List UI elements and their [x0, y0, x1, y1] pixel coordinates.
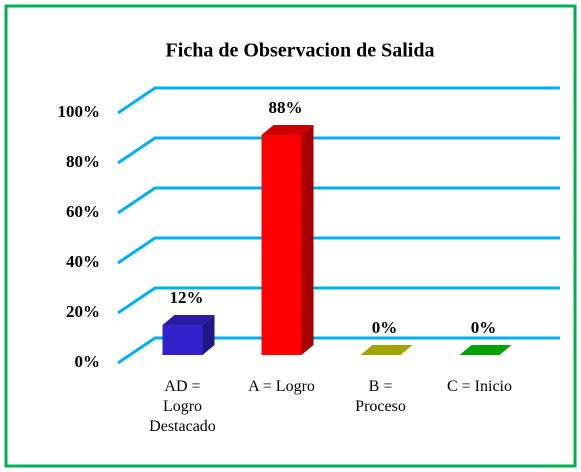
bar-top [459, 345, 512, 355]
x-tick-label: AD = Logro Destacado [149, 378, 216, 435]
grid-line [117, 136, 560, 165]
x-tick-label: A = Logro [248, 378, 315, 395]
value-label: 0% [471, 318, 497, 337]
y-tick-label: 60% [66, 202, 100, 221]
bar-top [261, 125, 314, 135]
bar-front [261, 135, 302, 355]
value-label: 88% [269, 98, 303, 117]
bar-front [162, 325, 203, 355]
value-label: 0% [372, 318, 398, 337]
bar-top [360, 345, 413, 355]
grid-line [117, 186, 560, 215]
bar-side [301, 125, 314, 355]
y-tick-label: 20% [66, 302, 100, 321]
grid-line [117, 86, 560, 115]
value-label: 12% [170, 288, 204, 307]
bar-side [202, 315, 215, 355]
y-tick-label: 0% [75, 352, 101, 371]
grid-line [117, 336, 560, 365]
x-tick-label: B = Proceso [355, 378, 406, 415]
bar-top [162, 315, 215, 325]
chart-border [4, 4, 577, 468]
grid-line [117, 236, 560, 265]
chart-title: Ficha de Observacion de Salida [166, 40, 435, 62]
y-tick-label: 80% [66, 152, 100, 171]
grid-line [117, 286, 560, 315]
x-tick-label: C = Inicio [446, 378, 512, 395]
y-tick-label: 40% [66, 252, 100, 271]
y-tick-label: 100% [58, 102, 101, 121]
